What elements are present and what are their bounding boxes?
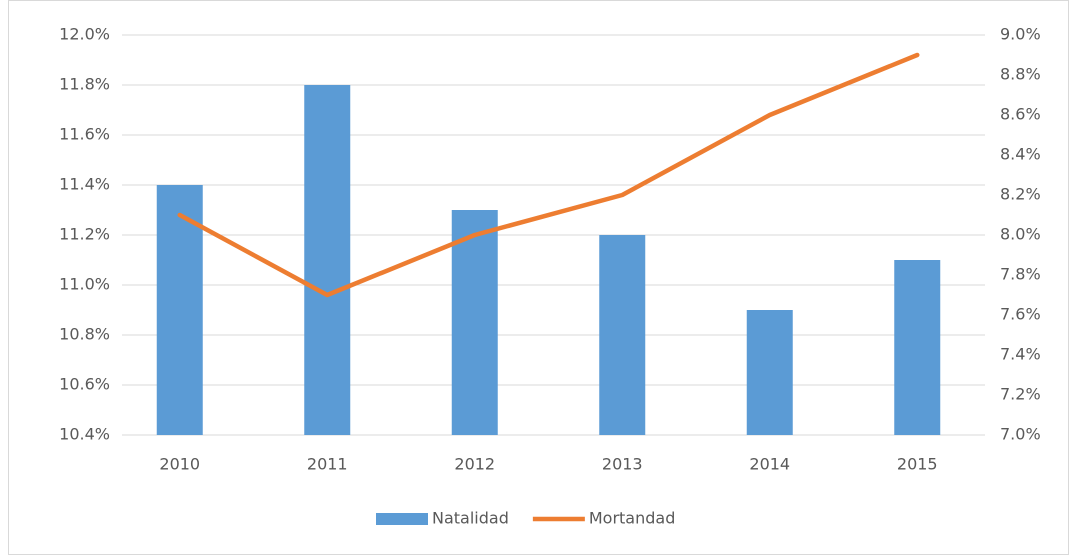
y2-tick-label: 7.0% <box>1000 425 1041 444</box>
bar <box>894 260 941 435</box>
y-tick-label: 10.6% <box>59 375 110 394</box>
x-tick-label: 2011 <box>307 455 348 474</box>
y-tick-label: 11.2% <box>59 225 110 244</box>
x-tick-label: 2010 <box>159 455 200 474</box>
y-tick-label: 11.0% <box>59 275 110 294</box>
bar <box>304 85 351 435</box>
legend-swatch <box>376 513 428 525</box>
x-tick-label: 2012 <box>454 455 495 474</box>
y2-tick-label: 7.4% <box>1000 345 1041 364</box>
bar <box>156 185 203 435</box>
line <box>177 52 920 298</box>
legend-label: Natalidad <box>432 509 509 528</box>
y-tick-label: 12.0% <box>59 25 110 44</box>
y2-tick-label: 8.4% <box>1000 145 1041 164</box>
y2-tick-label: 8.2% <box>1000 185 1041 204</box>
y-tick-label: 10.8% <box>59 325 110 344</box>
y2-tick-label: 7.8% <box>1000 265 1041 284</box>
bar <box>599 235 646 435</box>
x-tick-label: 2015 <box>897 455 938 474</box>
bar <box>746 310 793 435</box>
y2-tick-label: 8.0% <box>1000 225 1041 244</box>
x-tick-label: 2013 <box>602 455 643 474</box>
y-tick-label: 10.4% <box>59 425 110 444</box>
y-tick-label: 11.8% <box>59 75 110 94</box>
y-tick-label: 11.6% <box>59 125 110 144</box>
y2-tick-label: 9.0% <box>1000 25 1041 44</box>
legend-label: Mortandad <box>589 509 676 528</box>
y2-tick-label: 8.8% <box>1000 65 1041 84</box>
y2-tick-label: 7.6% <box>1000 305 1041 324</box>
bar <box>451 210 498 435</box>
x-tick-label: 2014 <box>749 455 790 474</box>
y-tick-label: 11.4% <box>59 175 110 194</box>
y2-tick-label: 8.6% <box>1000 105 1041 124</box>
y2-tick-label: 7.2% <box>1000 385 1041 404</box>
